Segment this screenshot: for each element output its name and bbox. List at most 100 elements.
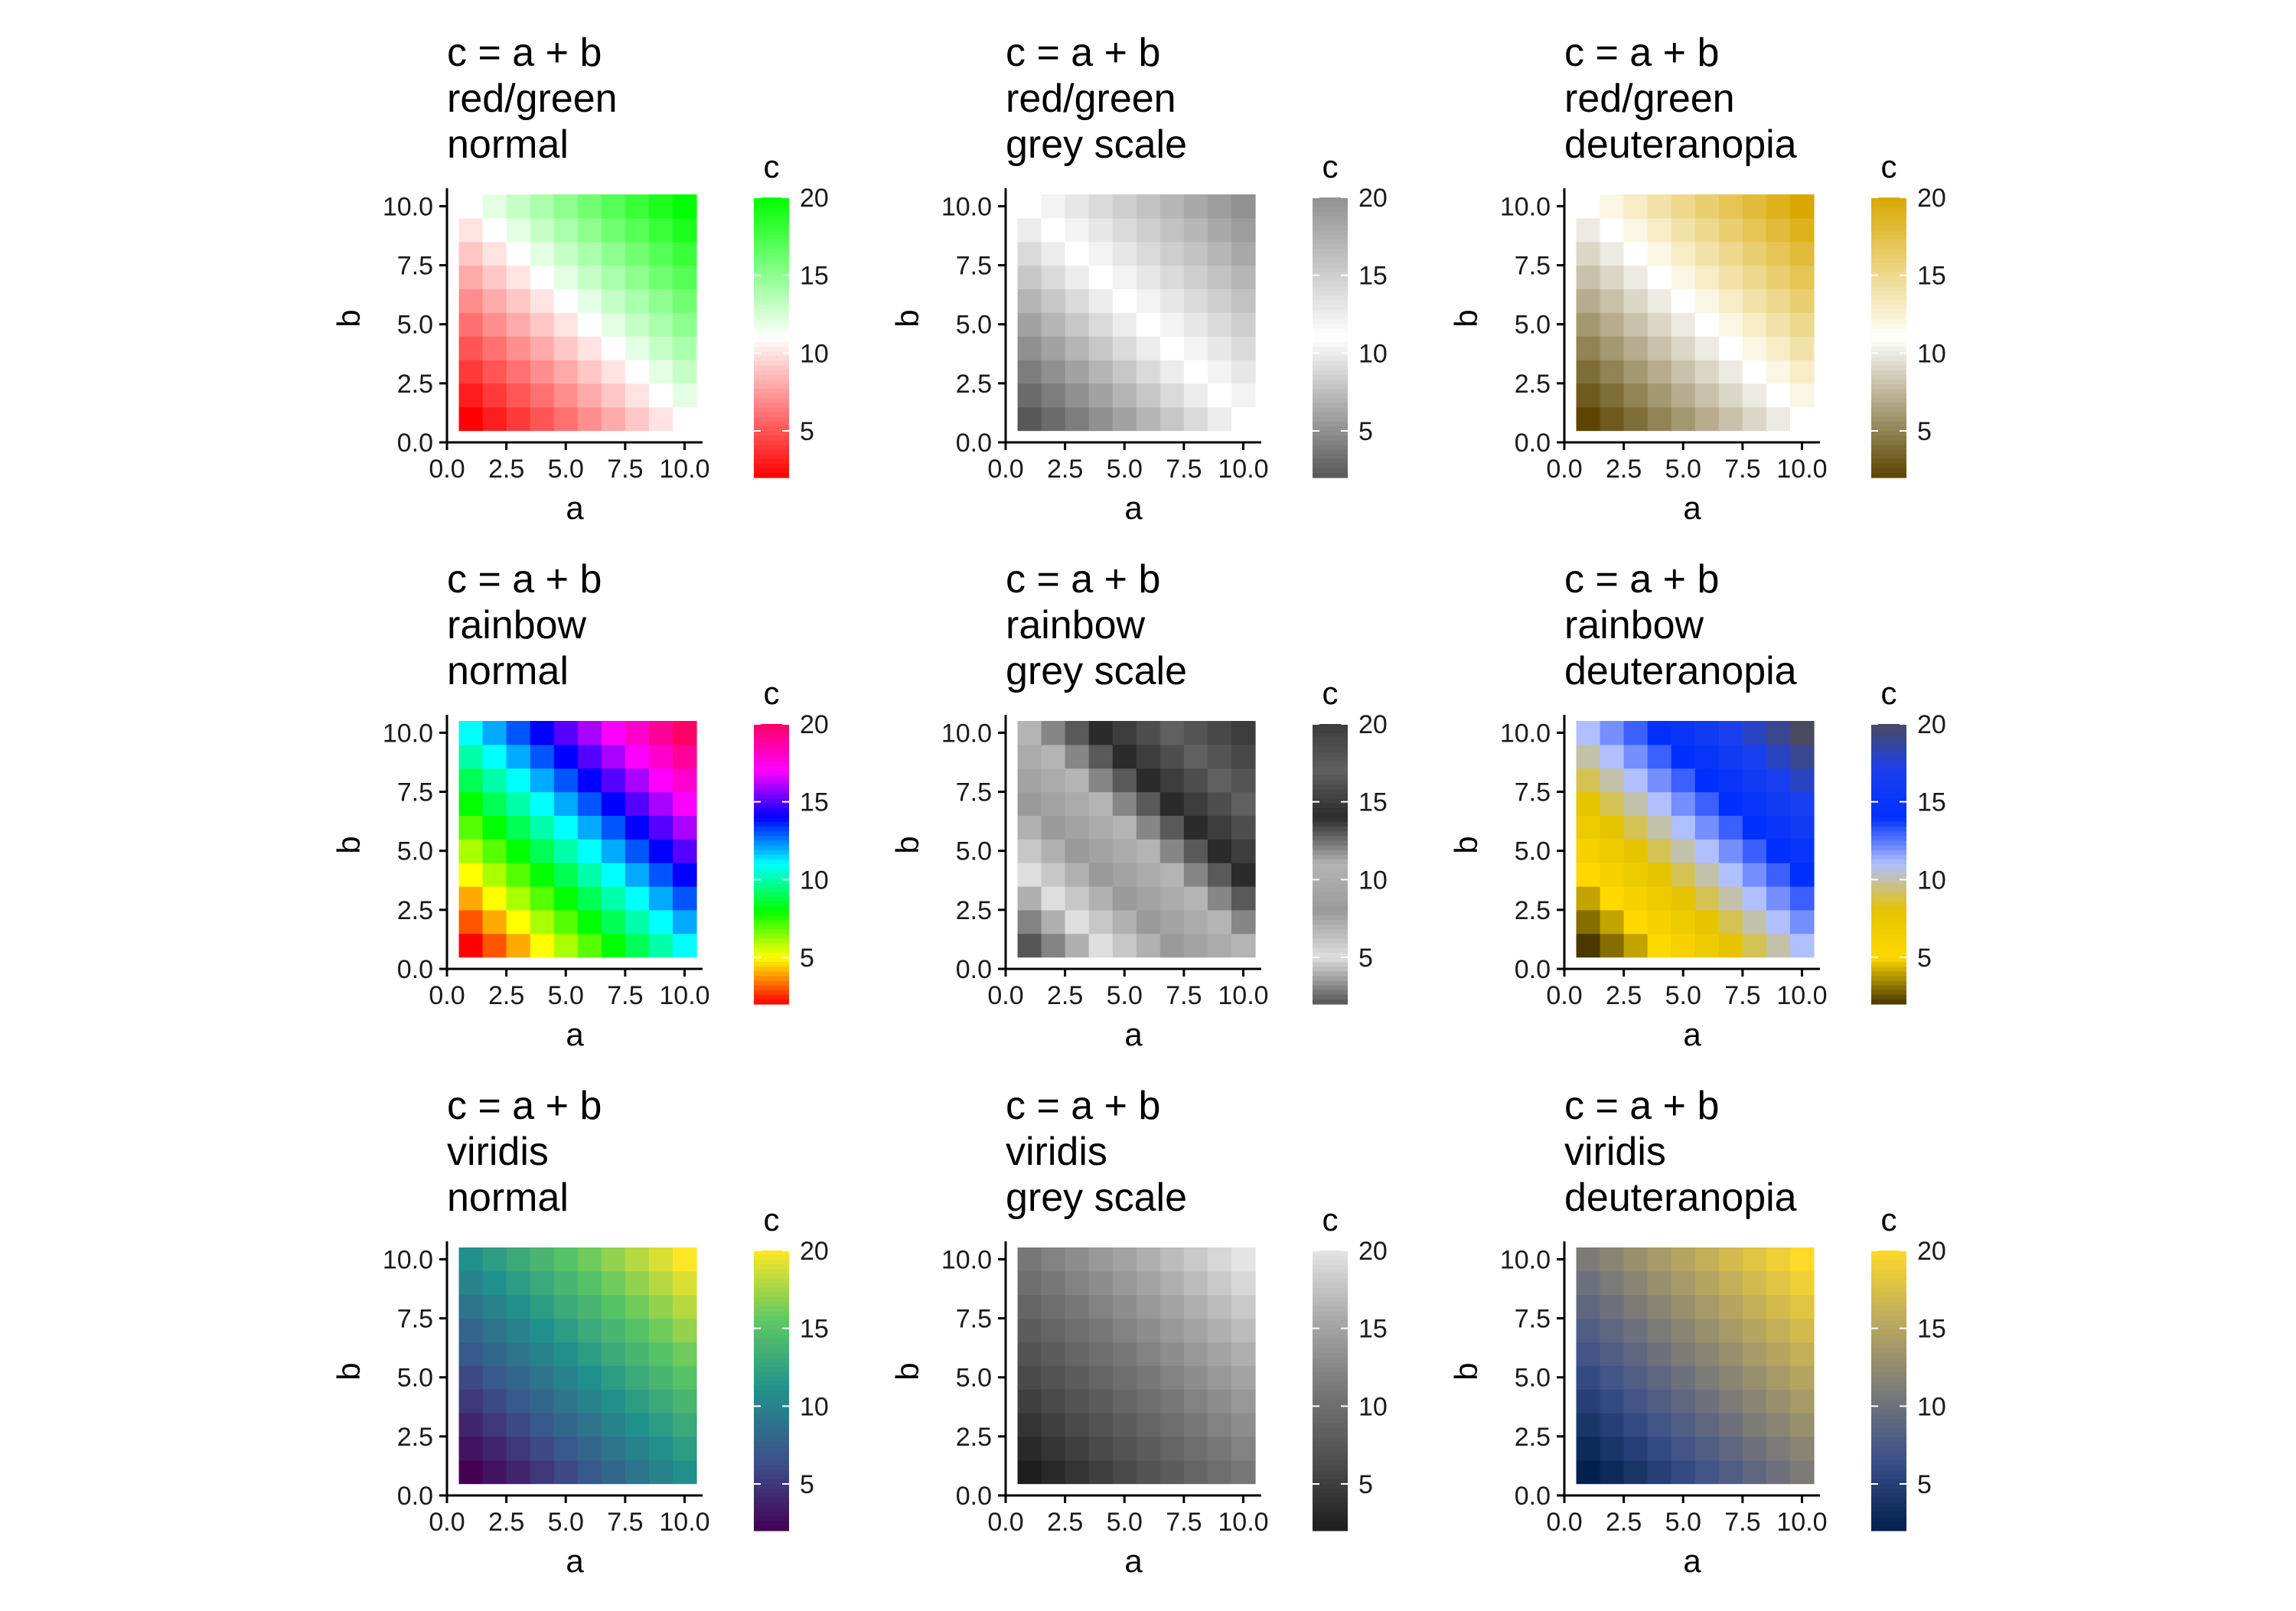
colorbar-segment [1871, 1409, 1906, 1415]
heatmap-cell [1231, 1436, 1256, 1461]
colorbar-segment [754, 1371, 789, 1378]
heatmap-cell [506, 406, 531, 432]
legend-tick-label: 10 [800, 339, 829, 368]
heatmap-cell [577, 744, 602, 769]
heatmap-cell [1065, 241, 1090, 266]
heatmap-cell [1647, 383, 1672, 408]
colorbar-segment [1313, 244, 1348, 249]
heatmap-cell [648, 768, 673, 793]
heatmap-cell [1694, 241, 1720, 266]
heatmap-cell [1671, 909, 1696, 934]
heatmap-cell [1136, 336, 1161, 360]
heatmap-cell [577, 265, 602, 290]
colorbar-segment [1313, 407, 1348, 413]
x-tick-label: 10.0 [659, 1508, 709, 1537]
colorbar-segment [1313, 878, 1348, 883]
colorbar-segment [754, 1489, 789, 1494]
colorbar-segment [1313, 952, 1348, 958]
heatmap-cell [1718, 1365, 1743, 1390]
heatmap-cell [1742, 406, 1767, 432]
colorbar-segment [1871, 253, 1906, 259]
heatmap-cell [1576, 1459, 1601, 1485]
legend-tick-label: 15 [800, 788, 829, 817]
heatmap-cell [1576, 289, 1601, 313]
heatmap-cell [553, 839, 579, 863]
heatmap-cell [1789, 1247, 1815, 1272]
colorbar-segment [1871, 915, 1906, 921]
heatmap-cell [577, 839, 602, 863]
heatmap-cell [1647, 768, 1672, 793]
colorbar-segment [1871, 258, 1906, 263]
colorbar-segment [1871, 1306, 1906, 1312]
y-tick-label: 10.0 [383, 719, 433, 748]
colorbar-segment [1313, 1484, 1348, 1489]
heatmap-cell [1207, 289, 1232, 313]
heatmap-cell [1766, 289, 1791, 313]
heatmap-cell [530, 336, 555, 360]
colorbar-segment [1313, 239, 1348, 245]
y-tick-label: 10.0 [1500, 1245, 1551, 1274]
colorbar-segment [1871, 338, 1906, 343]
heatmap-cell [1088, 289, 1114, 313]
heatmap-cell [1647, 863, 1672, 887]
heatmap-cell [1017, 1436, 1042, 1461]
colorbar-segment [1871, 803, 1906, 809]
heatmap-cell [1183, 1389, 1208, 1414]
legend-tick-label: 20 [800, 184, 829, 213]
heatmap-cell [506, 217, 531, 243]
colorbar-segment [1313, 831, 1348, 836]
heatmap-cell [1742, 815, 1767, 840]
heatmap-cell [1766, 360, 1791, 384]
colorbar-segment [1871, 234, 1906, 240]
heatmap-cell [1112, 289, 1137, 313]
colorbar-segment [754, 1320, 789, 1326]
heatmap-cell [458, 839, 484, 863]
colorbar-segment [754, 738, 789, 743]
x-tick-label: 0.0 [1546, 981, 1582, 1010]
colorbar-segment [1871, 1437, 1906, 1443]
heatmap-cell [577, 383, 602, 408]
heatmap-cell [1159, 265, 1185, 290]
colorbar-segment [754, 267, 789, 273]
heatmap-cell [1600, 1365, 1625, 1390]
colorbar-segment [1871, 384, 1906, 390]
x-axis-title: a [1124, 1016, 1143, 1052]
colorbar-segment [754, 342, 789, 347]
legend-tick-label: 5 [800, 417, 814, 446]
legend-title: c [1322, 1202, 1339, 1238]
colorbar-segment [1313, 1292, 1348, 1298]
y-axis-title: b [889, 836, 925, 853]
heatmap-cell [506, 265, 531, 290]
heatmap-cell [1136, 360, 1161, 384]
colorbar-segment [754, 742, 789, 748]
heatmap-cell [1623, 1270, 1649, 1296]
colorbar-segment [1871, 244, 1906, 249]
heatmap-cell [1600, 909, 1625, 934]
legend-tick-label: 15 [1358, 262, 1388, 291]
heatmap-cell [482, 744, 507, 769]
colorbar-segment [1313, 328, 1348, 334]
heatmap-cell [1671, 1318, 1696, 1343]
heatmap-cell [1065, 1459, 1090, 1485]
colorbar-segment [754, 864, 789, 869]
heatmap-cell [1065, 909, 1090, 934]
heatmap-cell [1623, 1459, 1649, 1485]
heatmap-cell [530, 1436, 555, 1461]
colorbar-segment [1313, 220, 1348, 227]
heatmap-cell [1065, 217, 1090, 243]
heatmap-cell [1742, 744, 1767, 769]
heatmap-cell [1671, 312, 1696, 337]
heatmap-cell [577, 241, 602, 266]
heatmap-cell [672, 217, 697, 243]
colorbar-segment [1313, 1414, 1348, 1420]
colorbar-segment [754, 896, 789, 902]
colorbar-segment [754, 220, 789, 227]
heatmap-cell [1718, 1318, 1743, 1343]
heatmap-cell [1742, 1365, 1767, 1390]
colorbar-segment [1313, 859, 1348, 865]
colorbar-segment [1313, 780, 1348, 785]
colorbar-segment [1871, 827, 1906, 832]
colorbar-segment [1313, 435, 1348, 441]
colorbar-segment [1871, 854, 1906, 860]
